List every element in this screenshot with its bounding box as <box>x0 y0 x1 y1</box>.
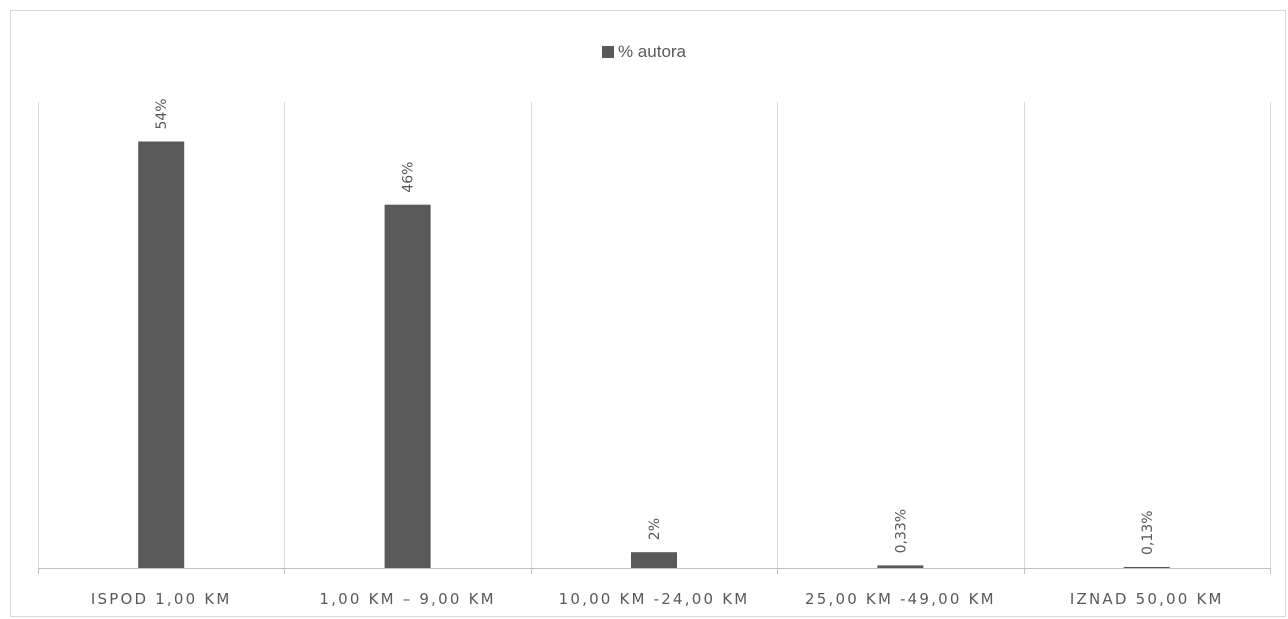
data-label: 0,13% <box>1140 510 1156 554</box>
x-tick-label: 1,00 KM – 9,00 KM <box>319 590 495 608</box>
bar <box>631 552 677 568</box>
x-tick-label: 10,00 KM -24,00 KM <box>559 590 750 608</box>
x-tick-label: 25,00 KM -49,00 KM <box>805 590 996 608</box>
legend: % autora <box>0 42 1288 62</box>
bar <box>384 204 431 568</box>
bar <box>1123 566 1170 568</box>
legend-swatch <box>601 46 614 58</box>
data-label: 54% <box>154 98 170 129</box>
x-tick-label: IZNAD 50,00 KM <box>1070 590 1224 608</box>
bar <box>138 141 185 569</box>
data-label: 46% <box>401 162 417 193</box>
legend-label: % autora <box>617 42 687 61</box>
chart-area <box>10 10 1286 617</box>
bar <box>877 565 924 568</box>
data-label: 2% <box>647 518 663 540</box>
x-tick-label: ISPOD 1,00 KM <box>91 590 232 608</box>
data-label: 0,33% <box>893 509 909 553</box>
